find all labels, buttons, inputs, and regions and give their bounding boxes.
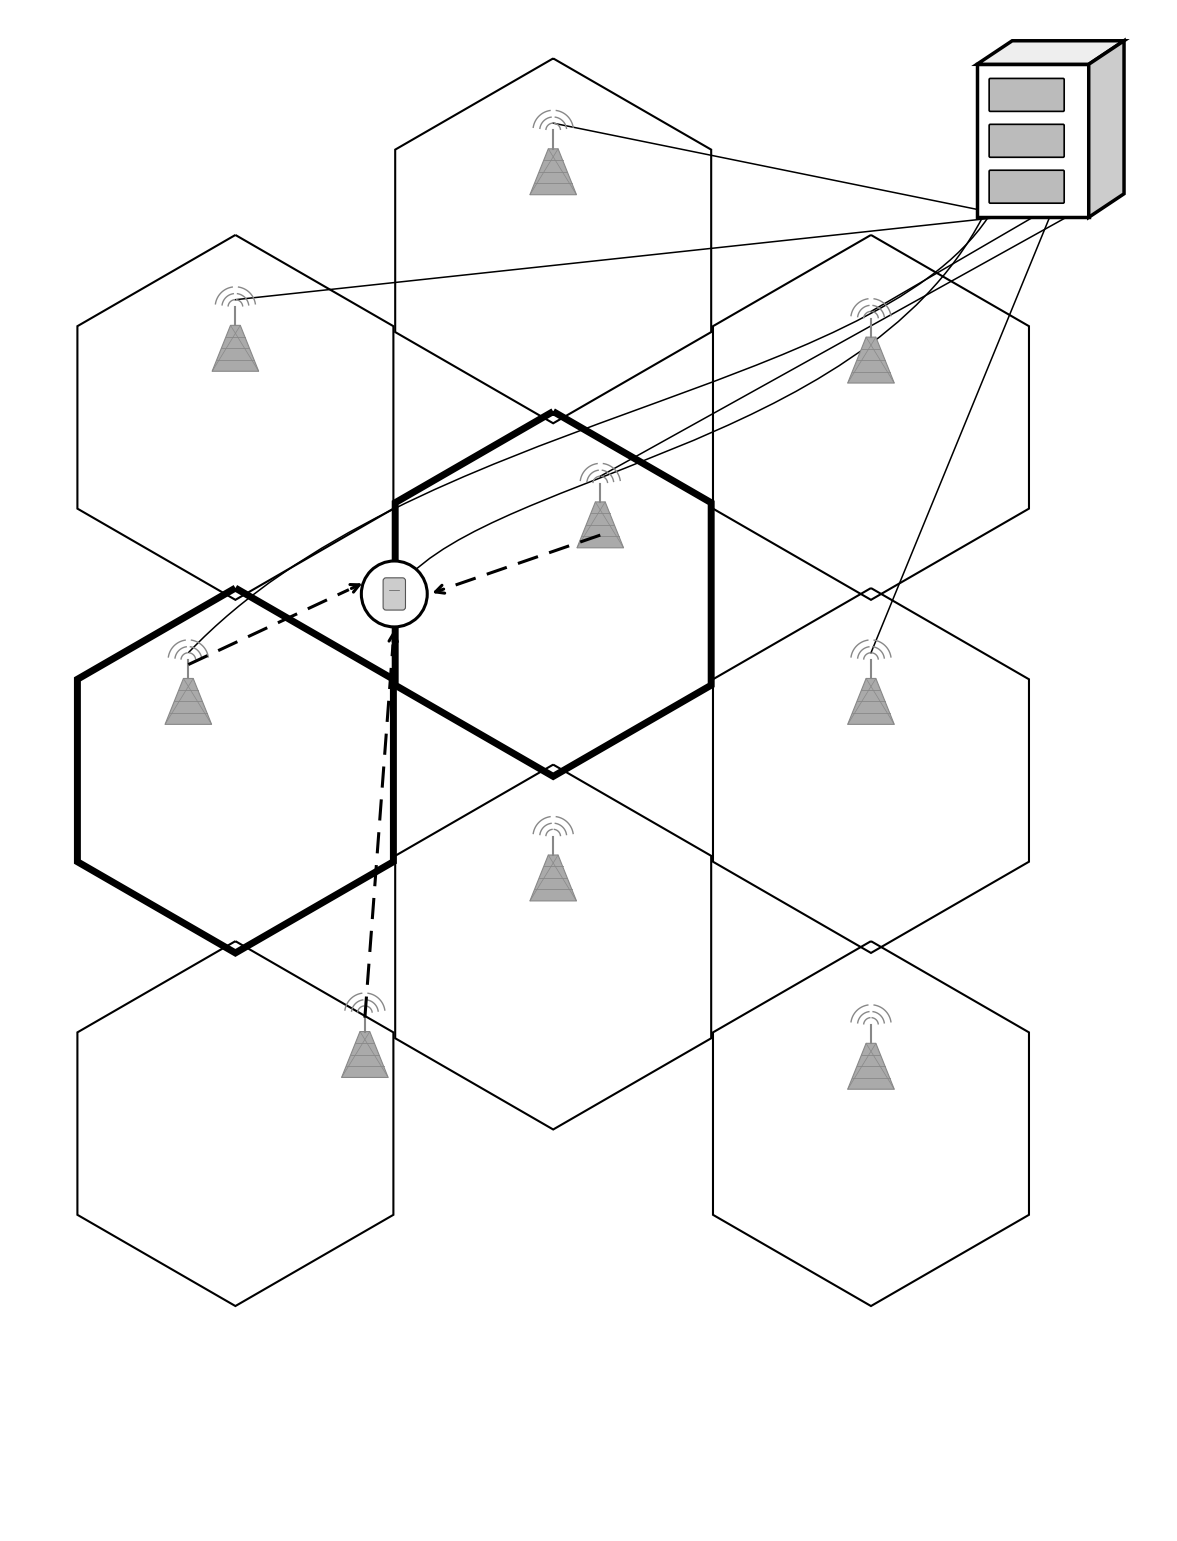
Circle shape bbox=[361, 561, 427, 627]
Polygon shape bbox=[165, 678, 212, 724]
FancyBboxPatch shape bbox=[989, 79, 1064, 111]
Polygon shape bbox=[530, 149, 577, 194]
FancyBboxPatch shape bbox=[989, 170, 1064, 203]
Polygon shape bbox=[341, 1031, 388, 1077]
Polygon shape bbox=[847, 337, 895, 384]
Polygon shape bbox=[977, 65, 1089, 217]
Polygon shape bbox=[212, 325, 259, 371]
FancyBboxPatch shape bbox=[384, 578, 405, 610]
FancyBboxPatch shape bbox=[989, 125, 1064, 157]
Polygon shape bbox=[977, 40, 1124, 65]
Polygon shape bbox=[530, 855, 577, 901]
Polygon shape bbox=[1089, 40, 1124, 217]
Polygon shape bbox=[847, 678, 895, 724]
Polygon shape bbox=[577, 502, 624, 547]
Polygon shape bbox=[847, 1043, 895, 1089]
